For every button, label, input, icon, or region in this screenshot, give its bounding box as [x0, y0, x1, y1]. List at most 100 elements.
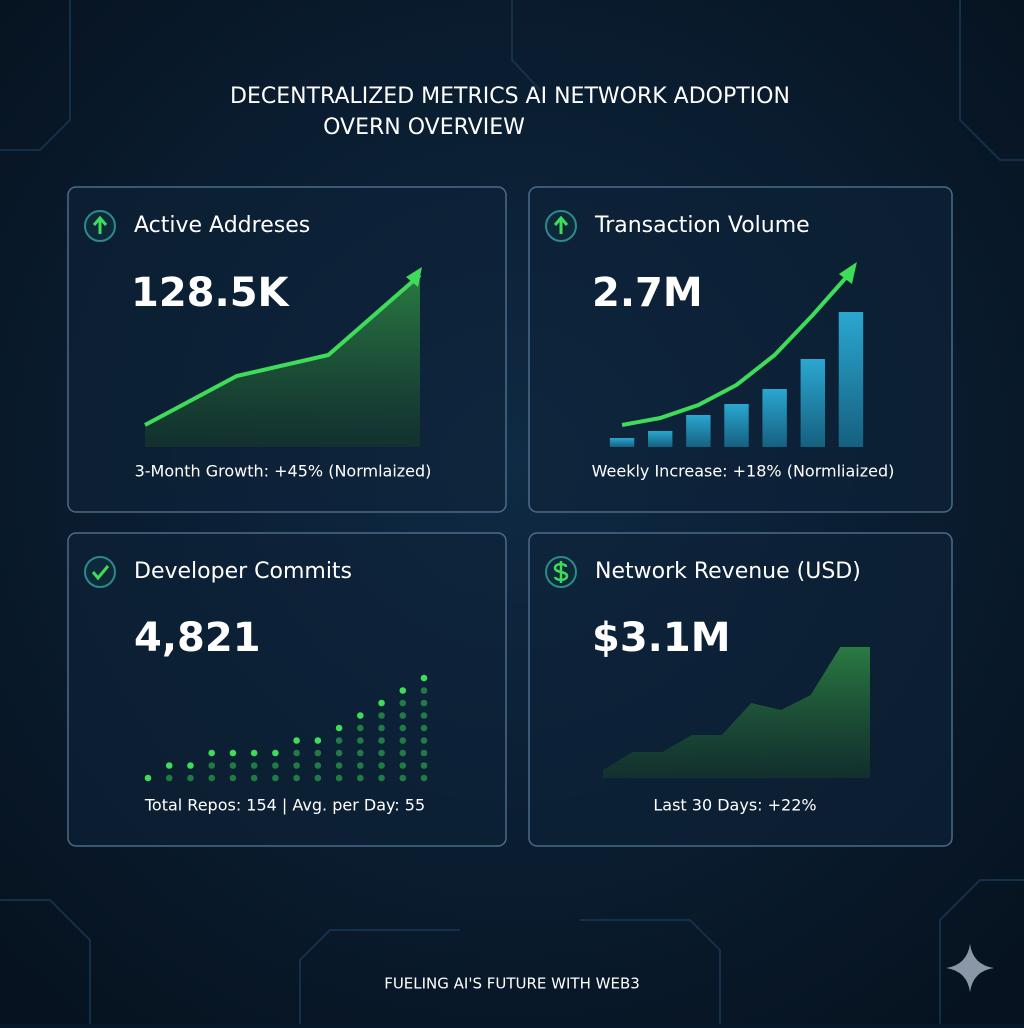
card-title: Transaction Volume	[594, 213, 810, 238]
dot	[357, 774, 364, 782]
dot	[208, 774, 215, 782]
card-caption: Last 30 Days: +22%	[653, 796, 816, 815]
arrow-head	[838, 262, 857, 284]
dot	[378, 762, 385, 769]
dot-column	[187, 762, 194, 782]
dot	[399, 699, 407, 707]
dot	[335, 724, 343, 732]
dot	[314, 749, 322, 757]
dot	[378, 712, 385, 719]
card-value: 4,821	[134, 615, 261, 661]
dot	[335, 762, 343, 769]
dot-column	[399, 687, 407, 782]
dot	[399, 762, 407, 769]
dot	[378, 774, 385, 782]
dot	[144, 774, 152, 782]
dot	[165, 774, 173, 782]
up-icon	[545, 210, 577, 242]
dot-column	[357, 712, 364, 782]
dot	[420, 699, 428, 707]
card-caption: Weekly Increase: +18% (Normliaized)	[592, 462, 895, 481]
sparkle-logo	[946, 944, 994, 992]
dot	[357, 712, 364, 719]
dot-column	[229, 749, 237, 782]
title-line: DECENTRALIZED METRICS AI NETWORK ADOPTIO…	[230, 84, 790, 109]
metric-card: Network Revenue (USD) $3.1M Last 30 Days…	[528, 532, 953, 847]
bar	[762, 389, 787, 447]
card-title: Active Addreses	[134, 213, 310, 238]
bar	[686, 415, 711, 447]
dot	[314, 737, 322, 744]
dot	[229, 749, 237, 757]
dot	[208, 762, 215, 769]
dot	[399, 712, 407, 719]
dot	[272, 749, 279, 757]
trend-line	[144, 273, 422, 427]
dot	[420, 774, 428, 782]
dot	[378, 724, 385, 732]
dot	[378, 749, 385, 757]
dot	[250, 762, 258, 769]
dot	[420, 687, 428, 694]
dot	[357, 724, 364, 732]
dot-column	[272, 749, 279, 782]
trend-line	[621, 270, 853, 427]
dot	[293, 762, 300, 769]
dot	[314, 774, 322, 782]
dot	[187, 774, 194, 782]
dot	[399, 749, 407, 757]
dollar-icon	[545, 556, 577, 588]
dot	[399, 737, 407, 744]
bar	[648, 431, 673, 447]
dot	[314, 762, 322, 769]
card-caption: Total Repos: 154 | Avg. per Day: 55	[144, 796, 425, 815]
card-value: 2.7M	[592, 270, 703, 316]
dot	[420, 712, 428, 719]
dot	[399, 724, 407, 732]
dot	[335, 749, 343, 757]
dot	[250, 774, 258, 782]
card-title: Network Revenue (USD)	[595, 559, 861, 584]
dot	[357, 749, 364, 757]
arrow-head	[406, 267, 422, 287]
dot	[378, 699, 385, 707]
bar	[609, 438, 635, 447]
dot	[293, 737, 300, 744]
dot	[293, 749, 300, 757]
dot	[399, 774, 407, 782]
dot	[420, 724, 428, 732]
dot	[229, 762, 237, 769]
metric-card: Active Addreses 128.5K 3-Month Growth: +…	[67, 186, 507, 513]
card-value: $3.1M	[592, 615, 731, 661]
dot	[378, 737, 385, 744]
check-icon	[84, 556, 116, 588]
dot	[399, 687, 407, 694]
dot	[357, 762, 364, 769]
dot-column	[250, 749, 258, 782]
metric-card: Developer Commits 4,821 Total Repos: 154…	[67, 532, 507, 847]
bar	[800, 359, 825, 447]
dot-column	[144, 774, 152, 782]
dot	[187, 762, 194, 769]
area-fill	[603, 647, 870, 778]
dot	[357, 737, 364, 744]
card-value: 128.5K	[131, 270, 291, 316]
dot-column	[420, 674, 428, 782]
dot	[208, 749, 215, 757]
bar	[724, 404, 749, 447]
bar	[838, 312, 864, 447]
dot	[420, 762, 428, 769]
footer-text: FUELING AI'S FUTURE WITH WEB3	[384, 975, 640, 993]
card-title: Developer Commits	[134, 559, 352, 584]
card-frame	[67, 532, 507, 847]
dot-column	[314, 737, 322, 782]
dot	[272, 774, 279, 782]
up-icon	[84, 210, 116, 242]
dot	[250, 749, 258, 757]
dot-column	[165, 762, 173, 782]
dot-column	[378, 699, 385, 782]
dot	[420, 674, 428, 682]
dot-column	[335, 724, 343, 782]
dot	[165, 762, 173, 769]
